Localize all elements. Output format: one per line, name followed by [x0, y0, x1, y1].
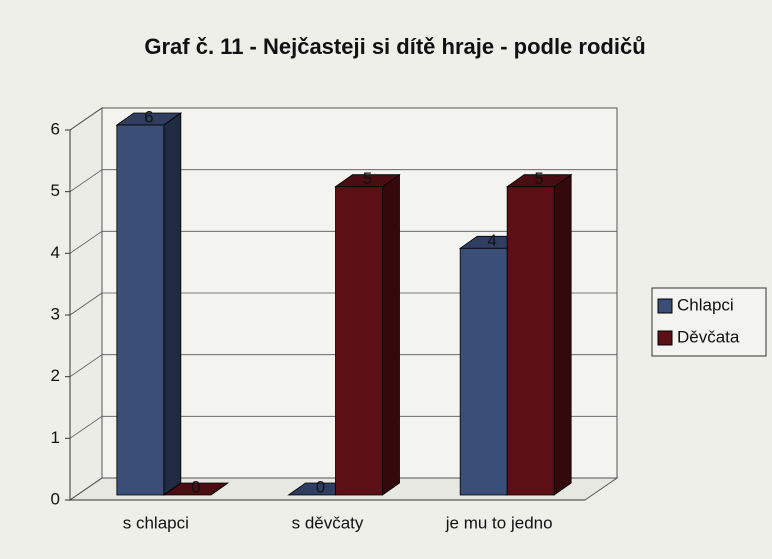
- x-tick-label: s děvčaty: [292, 513, 364, 532]
- y-tick-label: 2: [51, 366, 60, 385]
- bar-face: [163, 112, 182, 496]
- y-tick-label: 1: [51, 428, 60, 447]
- bar: [162, 482, 230, 496]
- data-label: 6: [144, 107, 153, 126]
- bar: [334, 173, 401, 496]
- grid-line: [69, 231, 103, 254]
- grid-line: [69, 292, 103, 316]
- grid-line: [69, 354, 103, 377]
- data-label: 0: [316, 477, 325, 496]
- y-tick-label: 5: [51, 181, 60, 200]
- bar-face: [459, 247, 508, 496]
- grid-line: [69, 169, 103, 192]
- data-label: 5: [363, 169, 372, 188]
- y-tick-label: 4: [51, 243, 60, 262]
- y-tick-label: 0: [51, 489, 60, 508]
- y-tick-label: 3: [51, 304, 60, 323]
- legend-swatch: [657, 298, 673, 314]
- grid-line: [69, 477, 103, 501]
- bar-face: [335, 186, 383, 496]
- x-tick-label: s chlapci: [123, 513, 189, 532]
- data-label: 5: [534, 169, 543, 188]
- legend-swatch: [657, 330, 673, 346]
- bar: [505, 173, 573, 496]
- bar-face: [382, 173, 400, 496]
- bar-face: [553, 173, 572, 496]
- legend-label: Chlapci: [677, 295, 734, 314]
- grid-line: [69, 107, 103, 131]
- bar-face: [162, 482, 230, 496]
- grid-line: [69, 416, 103, 439]
- bar-face: [116, 124, 165, 496]
- data-label: 4: [487, 231, 496, 250]
- x-tick-label: je mu to jedno: [445, 513, 553, 532]
- chart-title: Graf č. 11 - Nejčasteji si dítě hraje - …: [144, 34, 645, 59]
- legend-label: Děvčata: [677, 327, 740, 346]
- data-label: 0: [191, 477, 200, 496]
- bar-face: [506, 186, 555, 496]
- y-tick-label: 6: [51, 119, 60, 138]
- bar: [115, 112, 183, 496]
